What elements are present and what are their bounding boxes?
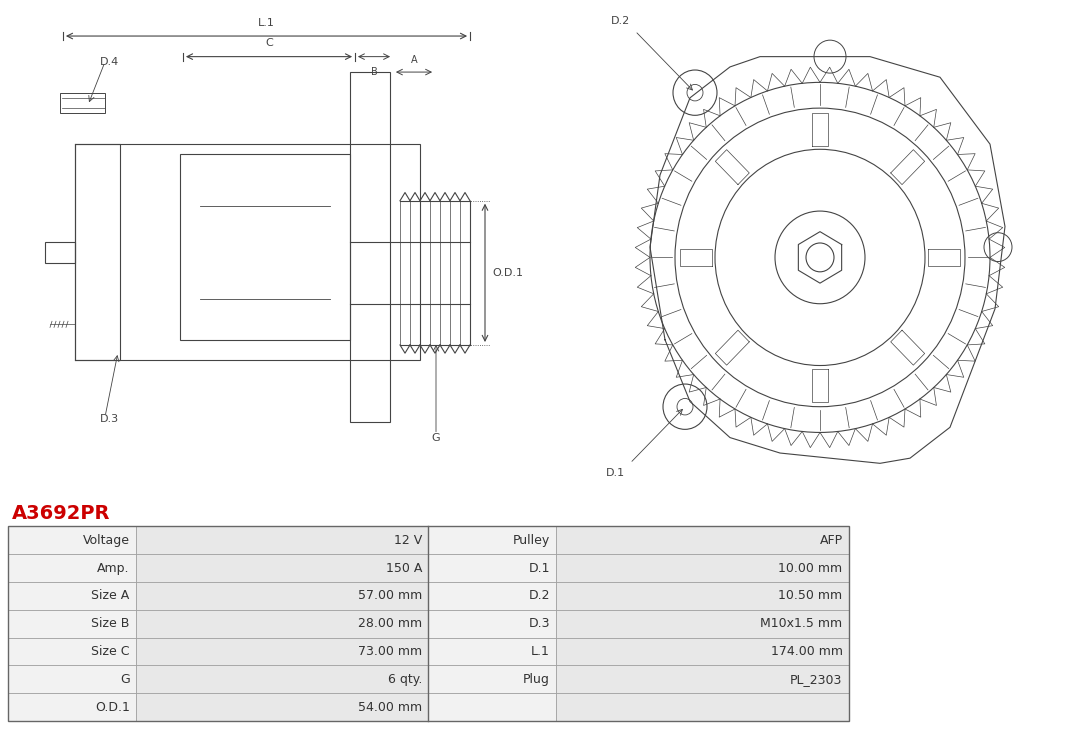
Text: L.1: L.1 xyxy=(258,18,275,28)
Text: L.1: L.1 xyxy=(531,645,550,658)
Bar xyxy=(556,526,849,554)
Bar xyxy=(8,554,136,582)
Text: AFP: AFP xyxy=(820,534,842,547)
Bar xyxy=(60,93,105,113)
Text: 12 V: 12 V xyxy=(394,534,422,547)
Bar xyxy=(556,666,849,694)
Text: 10.00 mm: 10.00 mm xyxy=(779,562,842,575)
Text: D.1: D.1 xyxy=(606,468,625,478)
Text: D.2: D.2 xyxy=(611,16,630,26)
Bar xyxy=(429,526,556,554)
Bar xyxy=(136,666,429,694)
Text: Plug: Plug xyxy=(523,673,550,686)
Bar xyxy=(8,610,136,638)
Bar xyxy=(180,154,350,340)
Text: Size C: Size C xyxy=(91,645,130,658)
Bar xyxy=(556,694,849,721)
Text: D.2: D.2 xyxy=(528,590,550,602)
Text: O.D.1: O.D.1 xyxy=(492,268,523,278)
Text: G: G xyxy=(120,673,130,686)
Bar xyxy=(556,554,849,582)
Bar xyxy=(136,582,429,610)
Text: Pulley: Pulley xyxy=(513,534,550,547)
Text: 174.00 mm: 174.00 mm xyxy=(770,645,842,658)
Bar xyxy=(556,582,849,610)
Text: A3692PR: A3692PR xyxy=(12,505,110,523)
Text: C: C xyxy=(265,38,273,48)
Bar xyxy=(350,72,390,422)
Text: M10x1.5 mm: M10x1.5 mm xyxy=(760,617,842,630)
Bar xyxy=(136,610,429,638)
Bar xyxy=(45,242,75,263)
Text: Amp.: Amp. xyxy=(97,562,130,575)
Text: A: A xyxy=(410,55,417,65)
Bar xyxy=(136,554,429,582)
Text: D.3: D.3 xyxy=(100,414,119,424)
Bar xyxy=(136,694,429,721)
Text: D.3: D.3 xyxy=(528,617,550,630)
Bar xyxy=(429,666,556,694)
Bar xyxy=(8,694,136,721)
Bar xyxy=(8,666,136,694)
Bar xyxy=(75,144,420,361)
Bar xyxy=(429,554,556,582)
Bar xyxy=(429,694,556,721)
Text: O.D.1: O.D.1 xyxy=(95,701,130,714)
Text: D.1: D.1 xyxy=(528,562,550,575)
Bar xyxy=(8,638,136,666)
Bar xyxy=(429,582,556,610)
Text: 6 qty.: 6 qty. xyxy=(388,673,422,686)
Text: 150 A: 150 A xyxy=(386,562,422,575)
Bar xyxy=(136,638,429,666)
Bar xyxy=(8,526,849,721)
Text: Size A: Size A xyxy=(92,590,130,602)
Text: 28.00 mm: 28.00 mm xyxy=(359,617,422,630)
Text: PL_2303: PL_2303 xyxy=(791,673,842,686)
Text: Voltage: Voltage xyxy=(83,534,130,547)
Text: 73.00 mm: 73.00 mm xyxy=(359,645,422,658)
Bar xyxy=(556,638,849,666)
Bar xyxy=(429,638,556,666)
Text: 10.50 mm: 10.50 mm xyxy=(779,590,842,602)
Bar xyxy=(429,610,556,638)
Text: G: G xyxy=(432,433,441,443)
Bar xyxy=(556,610,849,638)
Bar xyxy=(136,526,429,554)
Bar xyxy=(8,582,136,610)
Text: 54.00 mm: 54.00 mm xyxy=(359,701,422,714)
Text: Size B: Size B xyxy=(92,617,130,630)
Text: B: B xyxy=(370,67,377,77)
Text: 57.00 mm: 57.00 mm xyxy=(359,590,422,602)
Text: D.4: D.4 xyxy=(100,56,119,66)
Bar xyxy=(8,526,136,554)
